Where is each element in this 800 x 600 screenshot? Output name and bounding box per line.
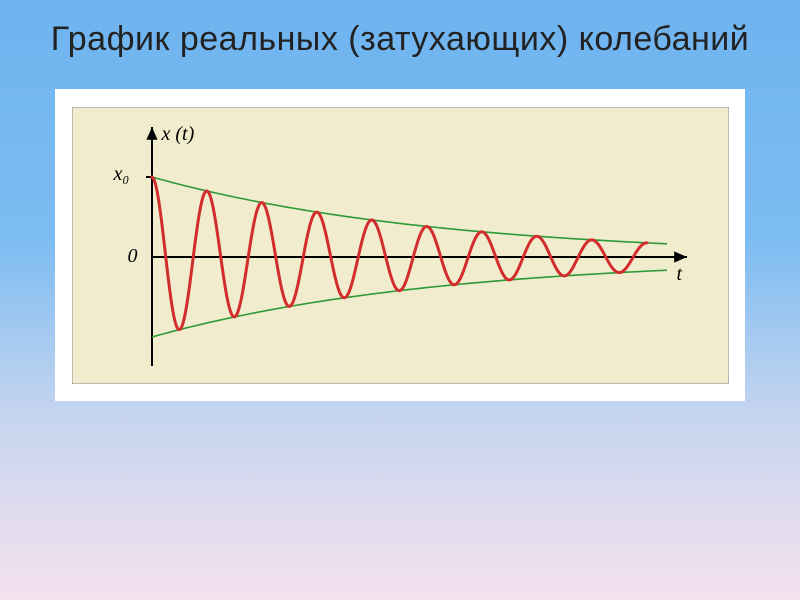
chart-panel: x (t) t x₀ 0 xyxy=(72,107,729,384)
chart-container: x (t) t x₀ 0 xyxy=(55,89,745,401)
damped-oscillation-chart xyxy=(72,107,729,384)
y-tick-label-zero: 0 xyxy=(128,245,138,268)
y-axis-label: x (t) xyxy=(162,123,195,146)
x-axis-label: t xyxy=(677,263,683,286)
page-title: График реальных (затухающих) колебаний xyxy=(0,0,800,59)
y-tick-label-x0: x₀ xyxy=(114,163,130,186)
